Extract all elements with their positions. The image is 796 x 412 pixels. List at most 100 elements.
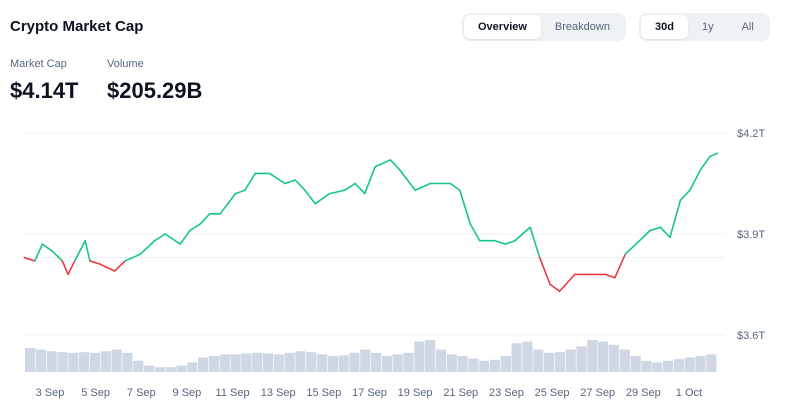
x-tick: 3 Sep <box>36 387 65 399</box>
volume-bar <box>706 354 717 372</box>
volume-bar <box>522 341 533 372</box>
price-line-segment <box>538 256 551 286</box>
volume-bar <box>122 352 133 372</box>
price-line-segment <box>604 273 616 279</box>
price-line-segment <box>613 253 627 279</box>
price-line-segment <box>363 165 376 195</box>
price-line-segment <box>304 189 317 205</box>
market-cap-label: Market Cap <box>10 58 67 70</box>
price-line-segment <box>679 189 691 202</box>
volume-bar <box>652 362 663 372</box>
volume-bar <box>576 346 587 372</box>
volume-bar <box>176 365 187 372</box>
tab-overview[interactable]: Overview <box>464 15 541 39</box>
x-tick: 9 Sep <box>173 387 202 399</box>
volume-bar <box>511 343 522 372</box>
price-line-segment <box>188 223 202 232</box>
price-line-segment <box>268 172 286 185</box>
volume-bar <box>598 341 609 372</box>
volume-bar <box>57 352 68 372</box>
volume-bar <box>133 360 144 372</box>
range-1y[interactable]: 1y <box>701 21 714 33</box>
price-line-segment <box>139 239 156 255</box>
x-tick: 7 Sep <box>127 387 156 399</box>
volume-bar <box>111 349 122 372</box>
volume-bar <box>479 360 490 372</box>
volume-bar <box>403 352 414 372</box>
volume-bar <box>457 356 468 372</box>
price-line-segment <box>529 226 541 259</box>
volume-bar <box>468 358 479 372</box>
price-line-segment <box>469 223 481 242</box>
volume-bar <box>338 355 349 372</box>
volume-bar <box>295 351 306 372</box>
volume-bar <box>68 352 79 372</box>
price-line-segment <box>549 283 561 293</box>
price-line-segment <box>414 182 432 192</box>
range-30d[interactable]: 30d <box>641 15 688 39</box>
volume-bar <box>143 365 155 372</box>
tab-breakdown[interactable]: Breakdown <box>554 21 610 33</box>
volume-bar <box>35 349 47 372</box>
volume-bar <box>219 354 230 372</box>
volume-bar <box>684 357 695 372</box>
price-line-segment <box>354 182 366 195</box>
price-line-segment <box>164 233 182 245</box>
price-line-segment <box>153 233 166 242</box>
volume-value: $205.29B <box>107 78 203 103</box>
x-tick: 15 Sep <box>306 387 341 399</box>
price-line-segment <box>61 260 69 276</box>
price-line-segment <box>504 239 516 245</box>
price-line-segment <box>84 239 91 262</box>
volume-label: Volume <box>107 58 144 70</box>
volume-bar <box>392 354 403 372</box>
price-line-segment <box>389 159 401 171</box>
price-line-segment <box>113 260 126 272</box>
volume-bar <box>241 353 252 372</box>
price-line-segment <box>449 182 461 192</box>
y-tick: $3.9T <box>737 229 765 241</box>
page-title: Crypto Market Cap <box>10 18 144 35</box>
volume-stat: Volume $205.29B <box>107 58 202 104</box>
market-cap-value: $4.14T <box>10 78 79 103</box>
price-line-segment <box>659 226 671 239</box>
volume-bar <box>619 349 630 372</box>
price-line-segment <box>689 169 702 192</box>
x-tick: 11 Sep <box>216 387 250 399</box>
volume-bar <box>554 352 566 372</box>
price-line-segment <box>67 260 76 276</box>
volume-bar <box>544 352 555 372</box>
volume-bar <box>198 357 209 372</box>
x-tick: 13 Sep <box>261 387 296 399</box>
range-all[interactable]: All <box>741 21 754 33</box>
price-line-segment <box>328 189 346 195</box>
volume-bar <box>608 344 620 372</box>
price-line-segment <box>99 263 116 272</box>
volume-bar <box>154 367 165 372</box>
volume-bar <box>284 352 295 372</box>
price-line-segment <box>558 273 576 293</box>
volume-bar <box>489 359 501 372</box>
price-line-segment <box>638 229 651 242</box>
volume-bar <box>673 359 684 372</box>
price-line-segment <box>89 260 102 266</box>
price-line-segment <box>219 192 237 215</box>
volume-bar <box>435 349 447 372</box>
price-line-segment <box>124 253 142 262</box>
price-line-segment <box>294 179 306 192</box>
price-line-segment <box>199 213 211 225</box>
x-tick: 29 Sep <box>626 387 661 399</box>
market-cap-stat: Market Cap $4.14T <box>10 58 79 104</box>
range-toggle: 30d 1y All <box>639 13 770 41</box>
volume-bar <box>662 360 674 372</box>
x-tick: 25 Sep <box>535 387 570 399</box>
volume-bar <box>187 362 198 372</box>
volume-bar <box>316 354 328 372</box>
price-line-segment <box>179 229 191 245</box>
volume-bar <box>446 354 457 372</box>
volume-bar <box>587 340 598 372</box>
volume-bar <box>371 352 382 372</box>
price-line-segment <box>649 226 662 232</box>
volume-bar <box>165 367 176 372</box>
